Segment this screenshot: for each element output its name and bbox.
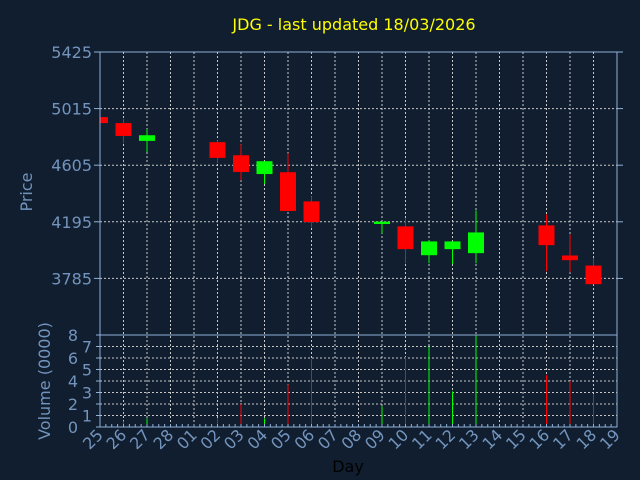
volume-tick-label: 0 <box>68 418 78 437</box>
volume-tick-label: 5 <box>82 361 92 380</box>
volume-tick-label: 8 <box>68 326 78 345</box>
candle-body <box>444 241 461 250</box>
candle-body <box>468 232 484 254</box>
candle-body <box>256 161 273 175</box>
candle-body <box>303 201 320 223</box>
candle-body <box>421 241 437 256</box>
candle-body <box>585 265 602 285</box>
volume-tick-label: 3 <box>82 384 92 403</box>
x-tick-label: 19 <box>596 425 624 453</box>
volume-tick-label: 6 <box>68 349 78 368</box>
candle-body <box>233 155 249 172</box>
price-tick-label: 3785 <box>51 269 92 288</box>
candle-body <box>139 135 155 141</box>
axes <box>94 51 623 428</box>
chart-title: JDG - last updated 18/03/2026 <box>231 15 475 34</box>
candle-body <box>562 255 578 261</box>
candle-body <box>209 142 226 158</box>
volume-axis-label: Volume (0000) <box>35 322 54 440</box>
volume-tick-label: 1 <box>82 407 92 426</box>
volume-tick-label: 2 <box>68 395 78 414</box>
candle-body <box>397 226 414 250</box>
price-tick-label: 5015 <box>51 100 92 119</box>
candle-body <box>100 117 108 124</box>
candle-body <box>115 123 132 136</box>
price-tick-label: 5425 <box>51 43 92 62</box>
candle-body <box>280 172 296 212</box>
price-tick-label: 4195 <box>51 213 92 232</box>
x-axis-label: Day <box>332 457 364 476</box>
price-tick-label: 4605 <box>51 156 92 175</box>
tick-labels: 5425501546054195378501234567825262728010… <box>51 43 624 453</box>
volume-tick-label: 7 <box>82 338 92 357</box>
y-axis-label: Price <box>17 172 36 211</box>
candle-body <box>538 225 555 246</box>
volume-tick-label: 4 <box>68 372 78 391</box>
candle-body <box>374 221 390 225</box>
candles <box>100 117 602 285</box>
